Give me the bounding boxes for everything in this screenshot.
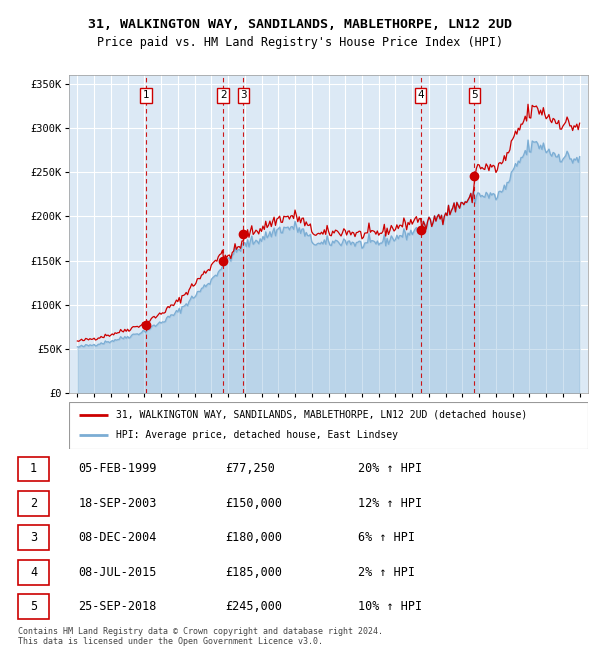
Text: 2: 2 (30, 497, 37, 510)
Text: Price paid vs. HM Land Registry's House Price Index (HPI): Price paid vs. HM Land Registry's House … (97, 36, 503, 49)
Text: 31, WALKINGTON WAY, SANDILANDS, MABLETHORPE, LN12 2UD (detached house): 31, WALKINGTON WAY, SANDILANDS, MABLETHO… (116, 410, 527, 420)
Text: 18-SEP-2003: 18-SEP-2003 (78, 497, 157, 510)
Text: £150,000: £150,000 (225, 497, 282, 510)
FancyBboxPatch shape (18, 525, 49, 551)
Text: 2% ↑ HPI: 2% ↑ HPI (358, 566, 415, 579)
Text: 08-JUL-2015: 08-JUL-2015 (78, 566, 157, 579)
FancyBboxPatch shape (18, 456, 49, 482)
Text: 2: 2 (220, 90, 227, 101)
Text: 20% ↑ HPI: 20% ↑ HPI (358, 463, 422, 476)
Text: 6% ↑ HPI: 6% ↑ HPI (358, 532, 415, 545)
Text: 12% ↑ HPI: 12% ↑ HPI (358, 497, 422, 510)
Text: 05-FEB-1999: 05-FEB-1999 (78, 463, 157, 476)
Text: 1: 1 (142, 90, 149, 101)
Text: £180,000: £180,000 (225, 532, 282, 545)
Text: 4: 4 (30, 566, 37, 579)
Text: 5: 5 (30, 601, 37, 614)
Text: 5: 5 (471, 90, 478, 101)
Text: 4: 4 (417, 90, 424, 101)
Text: 08-DEC-2004: 08-DEC-2004 (78, 532, 157, 545)
Text: £77,250: £77,250 (225, 463, 275, 476)
Text: 1: 1 (30, 463, 37, 476)
FancyBboxPatch shape (18, 594, 49, 619)
Text: Contains HM Land Registry data © Crown copyright and database right 2024.
This d: Contains HM Land Registry data © Crown c… (18, 627, 383, 646)
FancyBboxPatch shape (18, 560, 49, 585)
FancyBboxPatch shape (69, 402, 588, 448)
Text: £245,000: £245,000 (225, 601, 282, 614)
Text: 31, WALKINGTON WAY, SANDILANDS, MABLETHORPE, LN12 2UD: 31, WALKINGTON WAY, SANDILANDS, MABLETHO… (88, 18, 512, 31)
FancyBboxPatch shape (18, 491, 49, 516)
Text: £185,000: £185,000 (225, 566, 282, 579)
Text: 3: 3 (30, 532, 37, 545)
Text: 10% ↑ HPI: 10% ↑ HPI (358, 601, 422, 614)
Text: HPI: Average price, detached house, East Lindsey: HPI: Average price, detached house, East… (116, 430, 398, 441)
Text: 25-SEP-2018: 25-SEP-2018 (78, 601, 157, 614)
Text: 3: 3 (240, 90, 247, 101)
